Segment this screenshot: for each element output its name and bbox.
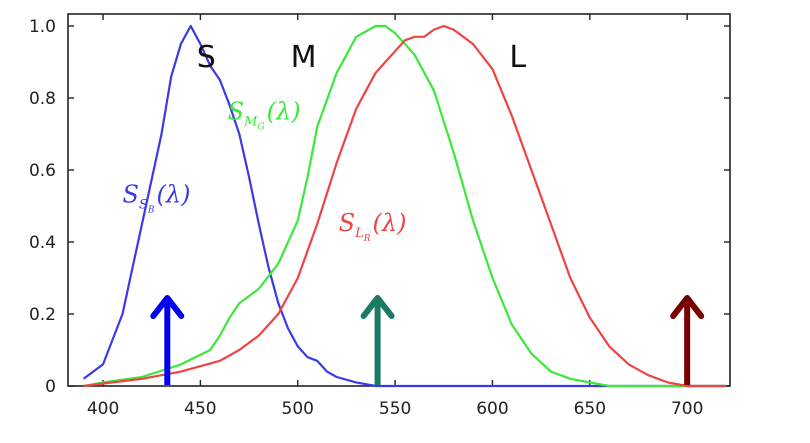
y-tick-label: 0.2 xyxy=(29,305,56,325)
y-tick-label: 0 xyxy=(45,377,56,397)
series-label-subsub: G xyxy=(257,123,264,133)
curve-L xyxy=(83,24,727,388)
y-tick-label: 0.4 xyxy=(29,233,56,253)
series-label-L: SLR(λ) xyxy=(339,209,407,244)
x-tick-label: 500 xyxy=(282,399,314,419)
x-tick-label: 400 xyxy=(87,399,119,419)
arrow-head xyxy=(670,295,705,319)
series-label-subsub: B xyxy=(147,205,155,215)
cone-label-S: S xyxy=(197,40,216,75)
series-label-sub: M xyxy=(243,115,258,130)
cone-label-M: M xyxy=(291,40,317,75)
series-label-sub: L xyxy=(354,226,364,241)
y-tick-label: 0.8 xyxy=(29,89,56,109)
curve-M xyxy=(83,24,727,388)
curves xyxy=(82,24,727,388)
x-tick-label: 700 xyxy=(671,399,703,419)
arrow-B xyxy=(150,295,185,385)
cone-label-L: L xyxy=(509,40,526,75)
series-label-base: S xyxy=(228,98,244,126)
x-tick-label: 650 xyxy=(574,399,606,419)
arrow-head xyxy=(150,295,185,319)
y-tick-label: 0.6 xyxy=(29,161,56,181)
series-label-subsub: R xyxy=(363,234,371,244)
x-tick-label: 600 xyxy=(476,399,508,419)
x-tick-label: 550 xyxy=(379,399,411,419)
x-tick-label: 450 xyxy=(184,399,216,419)
wavelength-arrows xyxy=(150,295,705,385)
curve-S xyxy=(82,24,727,388)
series-label-arg: (λ) xyxy=(157,180,191,208)
series-label-S: SSB(λ) xyxy=(123,180,191,215)
arrow-R xyxy=(670,295,705,385)
arrow-head xyxy=(360,295,395,319)
arrow-G xyxy=(360,295,395,385)
series-label-arg: (λ) xyxy=(373,209,407,237)
series-label-M: SMG(λ) xyxy=(228,98,301,133)
series-label-base: S xyxy=(123,180,139,208)
series-label-base: S xyxy=(339,209,355,237)
y-tick-label: 1.0 xyxy=(29,17,56,37)
series-label-sub: S xyxy=(139,197,148,212)
series-label-arg: (λ) xyxy=(267,98,301,126)
